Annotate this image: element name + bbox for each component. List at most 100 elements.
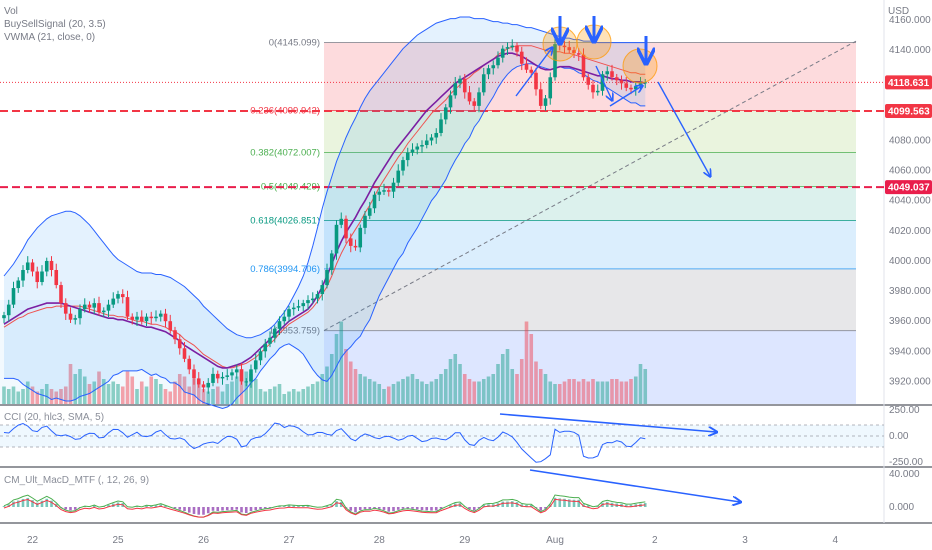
- candle-body: [529, 69, 534, 73]
- candle-body: [534, 72, 538, 90]
- volume-bar: [439, 374, 443, 404]
- volume-bar: [633, 376, 638, 404]
- cci-title: CCI (20, hlc3, SMA, 5): [4, 412, 104, 423]
- candle-body: [619, 80, 624, 84]
- candle-body: [277, 321, 282, 329]
- candle-body: [287, 309, 291, 317]
- candle-body: [163, 313, 168, 322]
- price-tick-label: 3980.000: [889, 286, 931, 297]
- volume-bar: [562, 381, 567, 404]
- macd-histogram-bar: [363, 507, 367, 509]
- volume-bar: [244, 371, 249, 404]
- macd-histogram-bar: [192, 507, 196, 514]
- volume-bar: [306, 386, 310, 404]
- macd-histogram-bar: [282, 506, 286, 507]
- candle-body: [410, 149, 415, 153]
- candle-body: [567, 47, 572, 51]
- volume-bar: [629, 379, 633, 404]
- macd-histogram-bar: [525, 504, 528, 507]
- macd-histogram-bar: [553, 497, 557, 507]
- macd-tick-label: 40.000: [889, 469, 920, 480]
- candle-body: [420, 145, 424, 147]
- macd-histogram-bar: [472, 507, 476, 511]
- candle-body: [211, 373, 215, 383]
- candle-body: [30, 262, 35, 272]
- volume-bar: [106, 384, 111, 404]
- macd-histogram-bar: [415, 507, 419, 510]
- volume-bar: [515, 374, 519, 404]
- volume-bar: [586, 381, 591, 404]
- macd-histogram-bar: [50, 500, 53, 507]
- candle-body: [329, 253, 334, 270]
- candle-body: [562, 45, 567, 48]
- macd-histogram-bar: [244, 507, 248, 514]
- price-tag-box: [885, 75, 932, 90]
- annotations[interactable]: [515, 16, 710, 176]
- candle-body: [116, 294, 120, 299]
- candle-body: [220, 376, 225, 379]
- candle-body: [586, 77, 591, 85]
- candle-body: [325, 269, 329, 286]
- macd-histogram-bar: [107, 504, 110, 507]
- fibonacci-retracement[interactable]: 0(4145.099) 0.236(4099.942) 0.382(4072.007…: [0, 37, 884, 404]
- volume-bar: [614, 379, 619, 404]
- candle-body: [448, 95, 453, 108]
- volume-bar: [505, 349, 510, 404]
- volume-bar: [443, 369, 448, 404]
- price-tick-label: 4080.000: [889, 136, 931, 147]
- volume-bar: [287, 391, 291, 404]
- macd-histogram-bar: [567, 499, 571, 507]
- candle-body: [73, 318, 78, 320]
- macd-histogram-bar: [349, 507, 353, 511]
- candle-body: [405, 152, 410, 161]
- fib-zone: [324, 42, 856, 111]
- macd-histogram-bar: [586, 505, 590, 507]
- bollinger-basis: [3, 45, 646, 369]
- volume-bar: [638, 364, 643, 404]
- volume-bar: [467, 379, 472, 404]
- volume-bar: [253, 379, 258, 404]
- candle-body: [101, 310, 106, 313]
- candle-body: [386, 190, 391, 192]
- candle-body: [424, 140, 429, 146]
- volume-bar: [63, 386, 68, 404]
- macd-histogram-bar: [206, 507, 210, 514]
- candle-body: [182, 348, 187, 359]
- candle-body: [353, 245, 358, 248]
- candle-body: [120, 294, 125, 298]
- volume-bar: [448, 359, 453, 404]
- price-tick-label: 4000.000: [889, 256, 931, 267]
- fib-level-label: 0.382(4072.007): [250, 148, 320, 159]
- macd-histogram-bar: [373, 507, 376, 509]
- volume-bar: [377, 384, 382, 404]
- volume-bar: [605, 381, 610, 404]
- volume-bar: [2, 386, 6, 404]
- cci-pane: [0, 413, 884, 463]
- volume-bar: [310, 384, 315, 404]
- candle-body: [253, 360, 258, 370]
- axes: 4160.0004140.0004120.0004100.0004080.000…: [27, 15, 932, 546]
- candle-body: [282, 316, 287, 322]
- candle-body: [538, 89, 543, 106]
- macd-histogram-bar: [297, 505, 300, 507]
- volume-bar: [44, 384, 49, 404]
- candle-body: [610, 71, 614, 78]
- macd-histogram-bar: [2, 506, 6, 507]
- macd-histogram-bar: [31, 500, 34, 507]
- candle-body: [54, 269, 59, 286]
- candle-body: [16, 280, 21, 289]
- candle-body: [306, 300, 310, 304]
- volume-bar: [429, 381, 434, 404]
- volume-bar: [325, 366, 329, 404]
- candle-body: [59, 285, 63, 304]
- projection-arrow: [657, 81, 710, 176]
- candle-body: [234, 369, 239, 373]
- volume-bar: [187, 386, 192, 404]
- macd-histogram-bar: [159, 504, 163, 507]
- candle-body: [515, 45, 519, 52]
- volume-bar: [125, 371, 130, 404]
- volume-bar: [600, 381, 605, 404]
- macd-histogram-bar: [135, 506, 139, 507]
- candle-body: [377, 191, 382, 195]
